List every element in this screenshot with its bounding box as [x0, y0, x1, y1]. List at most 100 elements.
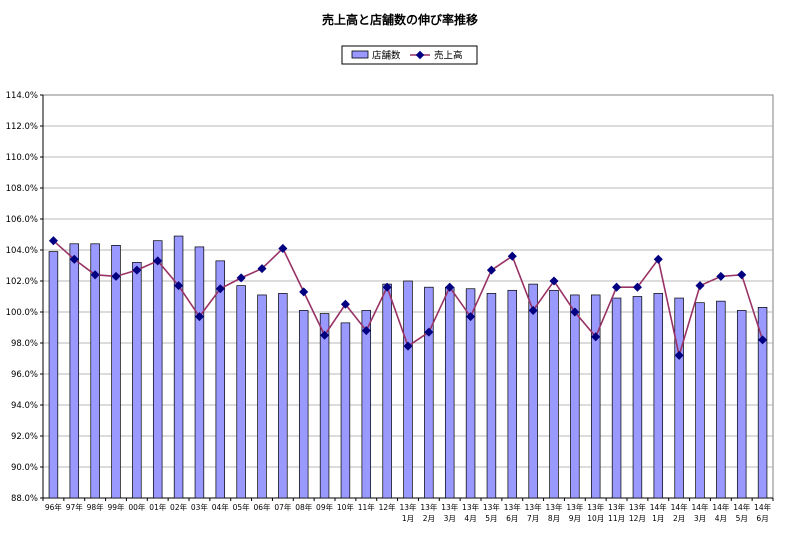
bar: [444, 286, 455, 499]
sales-marker: [194, 312, 204, 322]
y-tick-label: 114.0%: [6, 91, 38, 101]
x-tick-label: 5月: [736, 514, 748, 523]
x-tick-label: 13年: [399, 502, 417, 512]
legend-swatch-bar: [351, 50, 369, 59]
x-tick-label: 5月: [485, 514, 497, 523]
bar: [278, 293, 288, 499]
y-tick-label: 104.0%: [6, 246, 38, 256]
x-tick-label: 11月: [608, 514, 625, 523]
x-tick-label: 13年: [545, 502, 563, 512]
y-tick-label: 106.0%: [6, 215, 38, 225]
y-tick-label: 110.0%: [6, 153, 38, 163]
legend: 店舗数 売上高: [341, 45, 478, 65]
sales-marker: [653, 254, 663, 264]
sales-marker: [69, 254, 79, 264]
x-tick-label: 2月: [673, 514, 685, 523]
bar: [736, 310, 747, 499]
x-tick-label: 13年: [462, 502, 480, 512]
x-tick-label: 07年: [274, 502, 292, 512]
x-tick-label: 14年: [691, 502, 709, 512]
x-tick-label: 08年: [295, 502, 313, 512]
sales-marker: [90, 270, 100, 280]
bar: [465, 288, 476, 499]
y-tick-label: 98.0%: [11, 339, 38, 349]
bar: [173, 235, 184, 499]
x-tick-label: 13年: [483, 502, 501, 512]
plot-area: 88.0% 90.0% 92.0% 94.0% 96.0% 98.0% 100.0% 102.…: [6, 91, 774, 523]
bar: [757, 307, 768, 499]
x-tick-label: 02年: [170, 502, 188, 512]
x-tick-label: 9月: [569, 514, 581, 523]
y-tick-label: 96.0%: [11, 370, 38, 380]
bar: [194, 246, 205, 499]
x-tick-label: 13年: [629, 502, 647, 512]
x-tick-label: 13年: [420, 502, 438, 512]
bar: [69, 243, 80, 499]
bar: [486, 293, 497, 499]
x-tick-label: 06年: [253, 502, 271, 512]
bar: [424, 286, 434, 499]
x-tick-label: 99年: [107, 502, 125, 512]
sales-marker: [674, 350, 684, 360]
x-tick-label: 8月: [548, 514, 560, 523]
x-tick-label: 10月: [587, 514, 604, 523]
x-tick-label: 2月: [423, 514, 435, 523]
x-tick-label: 7月: [527, 514, 539, 523]
x-tick-label: 10年: [337, 502, 355, 512]
bar: [549, 289, 559, 499]
bar: [507, 289, 518, 499]
bar: [570, 294, 580, 499]
y-tick-label: 112.0%: [6, 122, 38, 132]
sales-marker: [591, 332, 601, 342]
x-tick-label: 97年: [66, 502, 84, 512]
legend-box: [341, 45, 478, 65]
x-tick-label: 14年: [733, 502, 751, 512]
bar: [674, 297, 684, 499]
x-tick-label: 05年: [233, 502, 251, 512]
bar: [152, 240, 163, 499]
x-tick-label: 4月: [464, 514, 476, 523]
bar: [215, 260, 226, 499]
x-tick-label: 96年: [45, 502, 63, 512]
sales-marker: [132, 265, 142, 275]
bar: [590, 294, 601, 499]
bar: [298, 310, 309, 499]
bar: [611, 297, 622, 499]
bar: [716, 300, 726, 499]
x-tick-label: 14年: [671, 502, 689, 512]
x-tick-label: 03年: [191, 502, 209, 512]
sales-marker: [737, 270, 747, 280]
bar: [48, 251, 59, 499]
x-tick-label: 98年: [87, 502, 105, 512]
y-tick-label: 100.0%: [6, 308, 38, 318]
x-tick-label: 13年: [587, 502, 605, 512]
x-tick-label: 13年: [441, 502, 459, 512]
bar: [257, 294, 267, 499]
bar: [111, 245, 121, 499]
x-tick-label: 1月: [652, 514, 664, 523]
sales-marker: [174, 281, 184, 291]
bar: [382, 283, 392, 499]
legend-swatch-marker: [415, 50, 425, 60]
bar: [361, 310, 372, 499]
x-tick-label: 3月: [444, 514, 456, 523]
x-tick-label: 13年: [608, 502, 626, 512]
x-tick-label: 00年: [128, 502, 146, 512]
bar: [632, 296, 643, 499]
bar: [90, 243, 100, 499]
y-tick-label: 90.0%: [11, 463, 38, 473]
x-tick-label: 13年: [504, 502, 522, 512]
sales-marker: [695, 281, 705, 291]
x-tick-label: 14年: [754, 502, 772, 512]
x-tick-label: 6月: [756, 514, 768, 523]
bar: [653, 293, 664, 499]
bar: [403, 280, 413, 499]
sales-marker: [153, 256, 163, 266]
bar: [695, 302, 705, 499]
bar: [319, 313, 330, 499]
x-tick-label: 3月: [694, 514, 706, 523]
x-tick-label: 14年: [650, 502, 668, 512]
legend-label-stores: 店舗数: [372, 50, 401, 62]
x-tick-label: 13年: [525, 502, 543, 512]
